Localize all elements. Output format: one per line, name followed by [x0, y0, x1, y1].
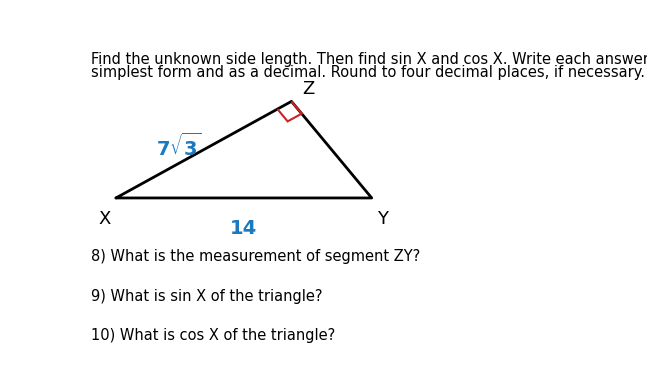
Text: Find the unknown side length. Then find sin X and cos X. Write each answer as a : Find the unknown side length. Then find … — [91, 52, 647, 67]
Text: 8) What is the measurement of segment ZY?: 8) What is the measurement of segment ZY… — [91, 249, 420, 264]
Text: Y: Y — [377, 210, 388, 228]
Text: simplest form and as a decimal. Round to four decimal places, if necessary.: simplest form and as a decimal. Round to… — [91, 65, 645, 80]
Text: $\mathbf{7\sqrt{3}}$: $\mathbf{7\sqrt{3}}$ — [156, 133, 201, 160]
Text: 14: 14 — [230, 219, 258, 238]
Text: X: X — [99, 210, 111, 228]
Text: 9) What is sin X of the triangle?: 9) What is sin X of the triangle? — [91, 289, 322, 303]
Text: Z: Z — [303, 80, 314, 98]
Text: 10) What is cos X of the triangle?: 10) What is cos X of the triangle? — [91, 328, 335, 343]
